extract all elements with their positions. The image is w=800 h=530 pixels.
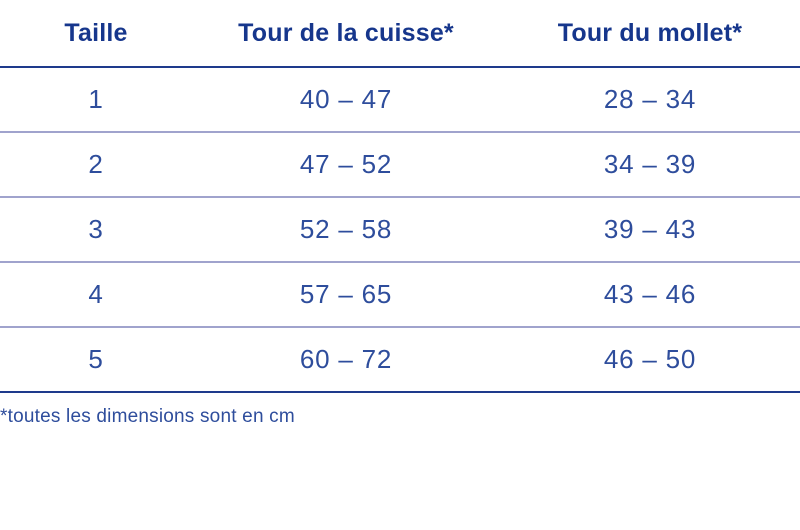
cuisse-cell: 57 – 65: [192, 262, 500, 328]
cuisse-cell: 47 – 52: [192, 132, 500, 198]
taille-cell: 3: [0, 197, 192, 263]
mollet-cell: 39 – 43: [500, 197, 800, 263]
footnote: *toutes les dimensions sont en cm: [0, 406, 295, 427]
sizing-table: Taille Tour de la cuisse* Tour du mollet…: [0, 0, 800, 393]
table-row: 2 47 – 52 34 – 39: [0, 132, 800, 198]
table-row: 5 60 – 72 46 – 50: [0, 327, 800, 393]
column-header-taille: Taille: [0, 0, 192, 68]
taille-cell: 5: [0, 327, 192, 393]
cuisse-cell: 60 – 72: [192, 327, 500, 393]
column-header-cuisse: Tour de la cuisse*: [192, 0, 500, 68]
table-body: 1 40 – 47 28 – 34 2 47 – 52 34 – 39 3 52…: [0, 67, 800, 393]
cuisse-cell: 52 – 58: [192, 197, 500, 263]
table-header: Taille Tour de la cuisse* Tour du mollet…: [0, 0, 800, 68]
table-row: 4 57 – 65 43 – 46: [0, 262, 800, 328]
header-row: Taille Tour de la cuisse* Tour du mollet…: [0, 0, 800, 68]
taille-cell: 1: [0, 67, 192, 133]
column-header-mollet: Tour du mollet*: [500, 0, 800, 68]
taille-cell: 2: [0, 132, 192, 198]
cuisse-cell: 40 – 47: [192, 67, 500, 133]
table-row: 1 40 – 47 28 – 34: [0, 67, 800, 133]
mollet-cell: 43 – 46: [500, 262, 800, 328]
mollet-cell: 46 – 50: [500, 327, 800, 393]
mollet-cell: 34 – 39: [500, 132, 800, 198]
mollet-cell: 28 – 34: [500, 67, 800, 133]
table-row: 3 52 – 58 39 – 43: [0, 197, 800, 263]
taille-cell: 4: [0, 262, 192, 328]
size-chart: Taille Tour de la cuisse* Tour du mollet…: [0, 0, 800, 427]
